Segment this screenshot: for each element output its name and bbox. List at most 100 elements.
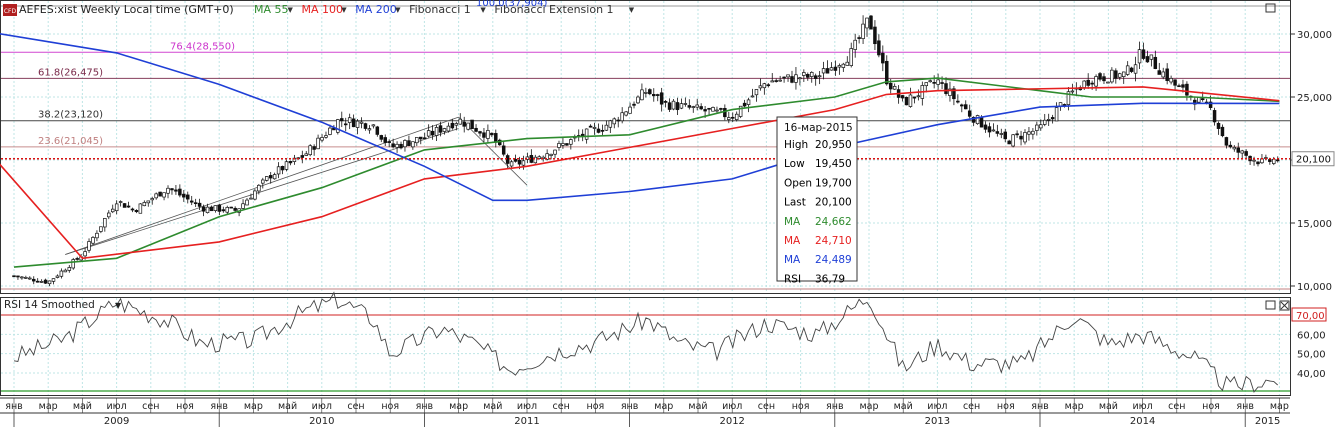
month-tick-label: ноя	[381, 401, 399, 412]
candle-body	[31, 278, 36, 282]
candle-body	[367, 128, 372, 131]
close-icon[interactable]	[1279, 300, 1290, 311]
candle-body	[1035, 124, 1039, 131]
month-tick-label: янв	[5, 401, 23, 412]
candle-body	[359, 121, 364, 124]
candle-body	[186, 194, 190, 200]
rsi-menu-arrow-icon[interactable]: ▼	[115, 301, 122, 310]
candle-body	[1200, 98, 1205, 101]
candle-body	[888, 82, 893, 90]
candle-body	[1272, 158, 1276, 164]
candle-body	[533, 156, 538, 164]
dropdown-arrow-icon: ▼	[288, 6, 294, 14]
candle-body	[1268, 159, 1272, 162]
candle-body	[35, 280, 40, 283]
candle-body	[1232, 146, 1237, 150]
candle-body	[28, 277, 32, 280]
maximize-icon[interactable]	[1265, 300, 1276, 310]
candle-body	[904, 96, 909, 106]
candle-body	[1118, 73, 1122, 78]
candle-body	[355, 120, 360, 128]
candle-body	[825, 68, 830, 74]
candle-body	[146, 200, 151, 204]
candle-body	[419, 136, 423, 140]
candles	[12, 14, 1280, 287]
month-tick-label: май	[483, 401, 502, 412]
year-label: 2012	[719, 416, 744, 427]
year-label: 2009	[104, 416, 129, 427]
candle-body	[162, 192, 166, 198]
ma-line	[0, 32, 1280, 202]
candle-body	[845, 61, 850, 66]
candle-body	[1082, 80, 1086, 88]
month-tick-label: май	[1099, 401, 1118, 412]
candle-body	[1086, 79, 1090, 86]
candle-body	[39, 281, 44, 283]
candle-body	[1161, 71, 1165, 78]
candle-body	[806, 74, 810, 78]
candle-body	[1153, 56, 1158, 69]
candle-body	[166, 187, 170, 194]
candle-body	[95, 232, 99, 239]
candle-body	[1098, 73, 1102, 80]
candle-body	[284, 161, 289, 170]
candle-body	[628, 106, 632, 114]
candle-body	[936, 79, 940, 85]
candle-body	[991, 129, 996, 132]
study-label: Fibonacci 1	[409, 3, 471, 16]
candle-body	[790, 76, 794, 83]
candle-body	[1244, 151, 1248, 156]
candle-body	[415, 137, 419, 144]
month-tick-label: мар	[1270, 401, 1289, 412]
candle-body	[766, 84, 771, 87]
candle-body	[16, 275, 20, 278]
candle-body	[900, 95, 905, 99]
candle-body	[470, 119, 474, 130]
month-tick-label: ноя	[792, 401, 810, 412]
candle-body	[1236, 147, 1240, 153]
candle-body	[687, 105, 692, 108]
candle-body	[438, 125, 443, 133]
cfd-badge-label: CFD	[4, 8, 17, 15]
candle-body	[221, 209, 226, 212]
study-label: MA 55	[254, 3, 289, 16]
price-tick-label: 10,000	[1297, 282, 1332, 293]
month-tick-label: июл	[1132, 401, 1152, 412]
candle-body	[59, 270, 64, 277]
candle-body	[1046, 118, 1051, 121]
candle-body	[537, 156, 541, 159]
month-tick-label: сен	[553, 401, 570, 412]
candle-body	[91, 237, 95, 244]
candle-body	[501, 145, 506, 155]
candle-body	[268, 175, 273, 179]
candle-body	[778, 79, 782, 82]
candle-body	[1066, 91, 1071, 105]
rsi-title: RSI 14 Smoothed	[4, 299, 95, 311]
candle-body	[802, 72, 806, 76]
dropdown-arrow-icon: ▼	[480, 6, 486, 14]
ma-line	[13, 77, 1280, 268]
month-tick-label: май	[688, 401, 707, 412]
tooltip-label: Last	[784, 197, 806, 209]
candle-body	[636, 96, 640, 104]
candle-body	[51, 278, 56, 282]
candle-body	[659, 92, 664, 105]
candle-body	[328, 127, 332, 135]
maximize-icon[interactable]	[1265, 3, 1276, 13]
candle-body	[999, 133, 1004, 135]
candle-body	[1090, 82, 1094, 85]
candle-body	[1141, 49, 1146, 59]
candle-body	[253, 190, 257, 200]
candle-body	[142, 202, 147, 207]
candle-body	[932, 81, 936, 84]
candle-body	[509, 161, 514, 167]
last-price-tag	[1291, 151, 1335, 167]
candle-body	[1106, 81, 1110, 84]
candle-body	[340, 118, 344, 122]
candle-body	[1110, 69, 1114, 83]
candle-body	[750, 95, 755, 98]
candle-body	[1224, 137, 1229, 146]
